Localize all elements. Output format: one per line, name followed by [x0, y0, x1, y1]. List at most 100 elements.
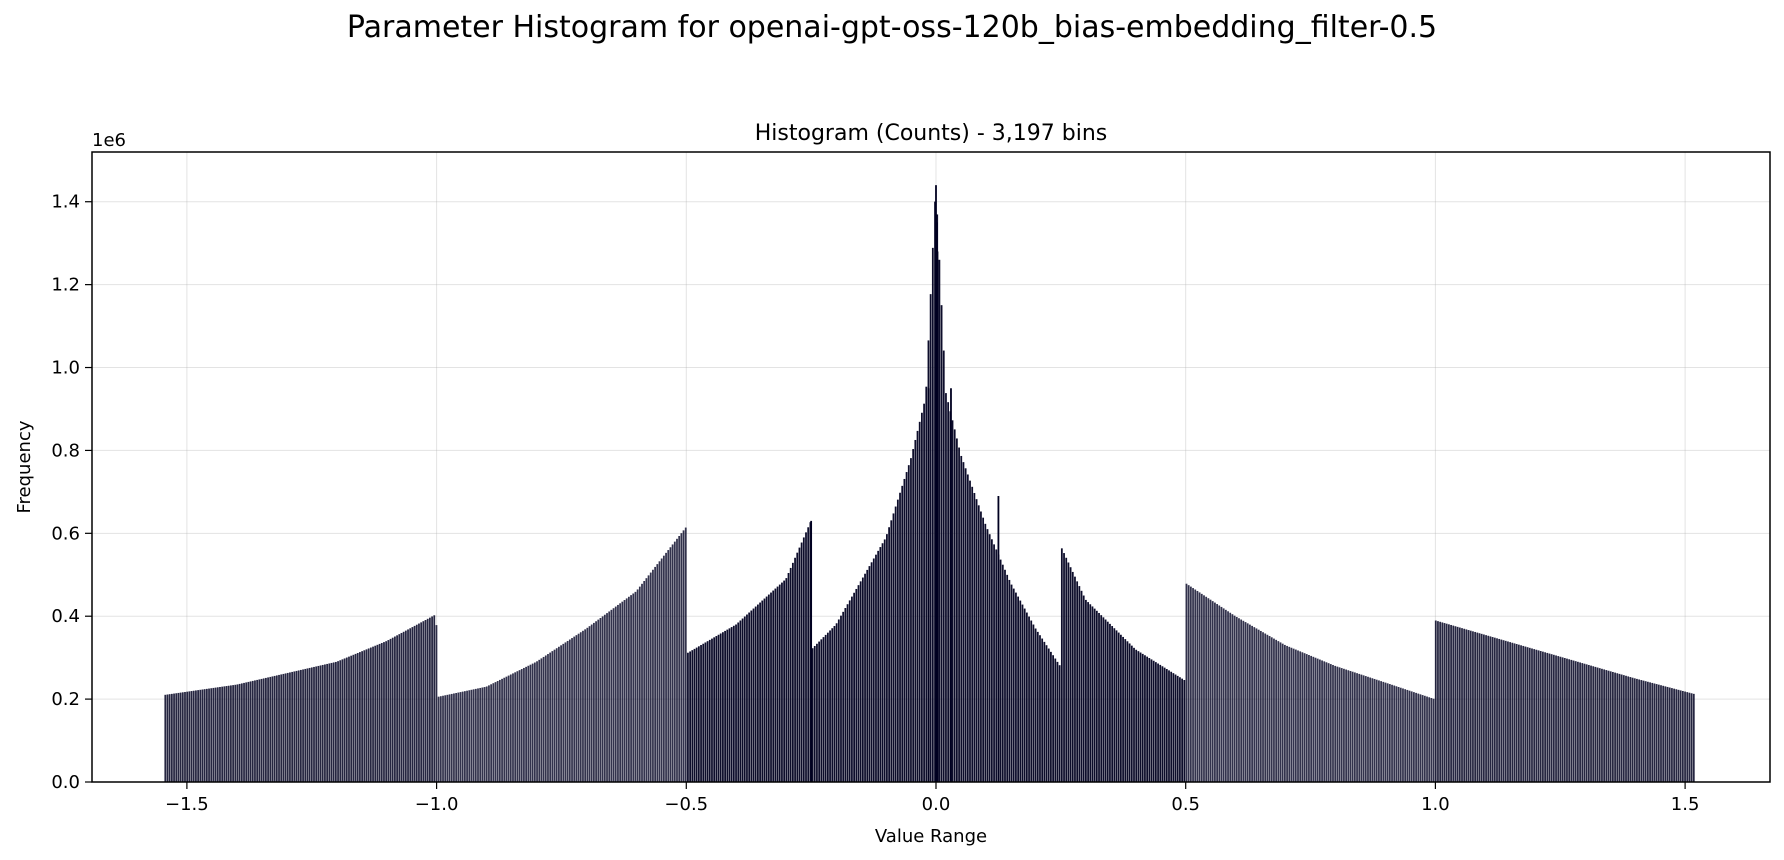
histogram-bar — [1509, 642, 1512, 782]
histogram-bar — [982, 517, 985, 782]
histogram-bar — [1498, 638, 1501, 782]
histogram-bar — [813, 646, 816, 782]
histogram-bar — [1587, 664, 1590, 782]
histogram-bar — [765, 596, 768, 782]
histogram-bar — [794, 557, 796, 782]
histogram-bar — [1393, 685, 1396, 782]
histogram-bar — [1172, 673, 1175, 782]
histogram-bar — [1447, 624, 1450, 782]
histogram-bar — [1255, 628, 1258, 782]
histogram-bar — [363, 650, 366, 782]
histogram-bar — [1043, 641, 1046, 782]
histogram-bar — [1410, 691, 1413, 782]
histogram-bar — [1179, 677, 1181, 782]
histogram-bar — [332, 662, 335, 782]
histogram-bar — [980, 511, 982, 782]
histogram-bar — [851, 596, 853, 782]
histogram-bar — [1450, 624, 1452, 782]
histogram-bar — [870, 562, 873, 782]
x-tick-label: 0.5 — [1171, 794, 1200, 815]
histogram-bar — [1480, 633, 1483, 782]
histogram-bar — [1054, 658, 1057, 782]
histogram-bar — [844, 608, 847, 782]
histogram-bar — [1006, 574, 1009, 782]
histogram-bar — [330, 662, 333, 782]
x-tick-label: 0.0 — [922, 794, 951, 815]
histogram-bar — [1384, 682, 1387, 782]
histogram-bar — [1063, 553, 1065, 782]
histogram-bar — [641, 583, 643, 782]
histogram-bar — [431, 616, 433, 782]
histogram-bar — [1262, 632, 1264, 782]
histogram-bar — [1419, 694, 1422, 782]
histogram-bar — [1454, 626, 1457, 782]
histogram-bar — [1474, 631, 1477, 782]
histogram-bar — [1168, 670, 1170, 782]
histogram-bar — [1688, 692, 1691, 782]
histogram-bar — [695, 647, 698, 782]
histogram-bar — [1095, 610, 1098, 782]
histogram-bar — [369, 647, 372, 782]
histogram-bar — [1605, 670, 1608, 782]
histogram-bar — [177, 692, 180, 782]
histogram-bars — [164, 185, 1695, 783]
histogram-bar — [912, 449, 915, 782]
histogram-bar — [538, 659, 541, 782]
histogram-bar — [1106, 621, 1109, 782]
histogram-bar — [205, 688, 208, 782]
histogram-bar — [1614, 672, 1616, 782]
histogram-bar — [1356, 673, 1358, 782]
histogram-bar — [1060, 548, 1063, 782]
histogram-bar — [494, 682, 497, 782]
histogram-bar — [662, 555, 665, 782]
histogram-bar — [872, 558, 875, 782]
histogram-bar — [964, 468, 967, 782]
histogram-bar — [660, 558, 663, 782]
histogram-bar — [446, 694, 449, 782]
histogram-bar — [1080, 590, 1083, 782]
histogram-bar — [888, 527, 890, 782]
histogram-bar — [1686, 692, 1689, 782]
histogram-bar — [1056, 661, 1059, 782]
histogram-bar — [811, 648, 814, 782]
histogram-bar — [1642, 680, 1645, 782]
histogram-bar — [848, 600, 851, 782]
histogram-bar — [1603, 669, 1606, 782]
histogram-bar — [735, 624, 737, 782]
histogram-bar — [306, 668, 309, 782]
histogram-spike-bar — [950, 388, 952, 782]
histogram-bar — [802, 537, 805, 782]
histogram-bar — [1478, 633, 1481, 782]
histogram-bar — [230, 685, 232, 782]
histogram-bar — [549, 652, 552, 782]
histogram-bar — [875, 554, 877, 782]
histogram-bar — [715, 636, 718, 782]
histogram-bar — [719, 633, 722, 782]
histogram-bar — [1126, 641, 1129, 782]
histogram-bar — [256, 679, 259, 782]
histogram-bar — [328, 663, 331, 782]
histogram-bar — [308, 667, 311, 782]
histogram-bar — [1165, 669, 1168, 782]
histogram-bar — [418, 623, 420, 782]
histogram-bar — [1465, 629, 1468, 782]
histogram-bar — [474, 688, 477, 782]
histogram-bar — [702, 643, 705, 782]
y-tick-label: 0.8 — [51, 440, 80, 461]
histogram-bar — [1664, 686, 1667, 782]
histogram-bar — [597, 619, 600, 782]
histogram-bar — [1386, 683, 1389, 782]
histogram-bar — [437, 696, 440, 782]
histogram-bar — [761, 600, 764, 782]
histogram-spike-bar — [927, 388, 930, 782]
histogram-bar — [461, 691, 464, 782]
histogram-bar — [1511, 642, 1514, 782]
histogram-bar — [1148, 658, 1151, 782]
histogram-bar — [398, 634, 401, 782]
histogram-bar — [251, 680, 254, 782]
histogram-bar — [479, 687, 482, 782]
histogram-bar — [855, 588, 858, 782]
histogram-bar — [1071, 571, 1074, 782]
histogram-bar — [1391, 684, 1393, 782]
y-tick-label: 0.6 — [51, 523, 80, 544]
